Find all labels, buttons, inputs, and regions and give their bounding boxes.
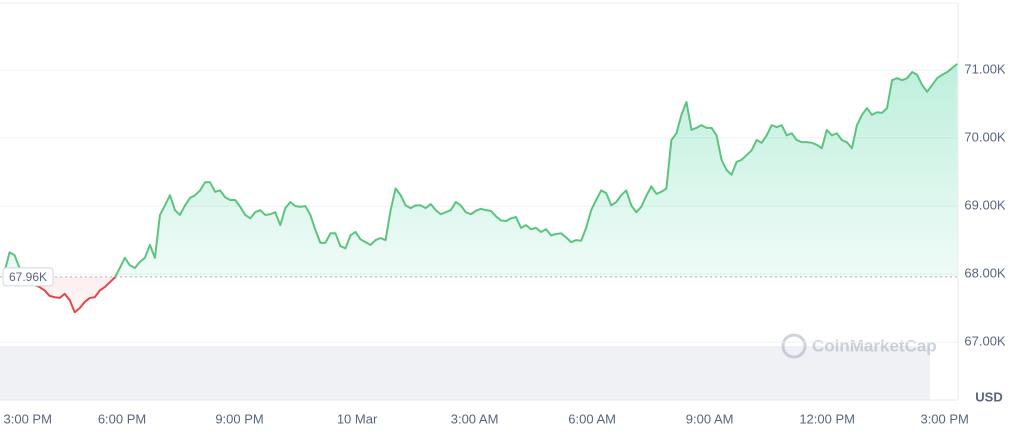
y-tick-label: 68.00K — [964, 266, 1006, 281]
area-up — [4, 63, 958, 277]
x-tick-label: 10 Mar — [337, 411, 378, 426]
price-line-up — [3, 63, 958, 277]
x-tick-label: 9:00 PM — [215, 411, 263, 426]
y-tick-label: 67.00K — [964, 334, 1006, 349]
currency-label: USD — [975, 389, 1002, 404]
watermark: CoinMarketCap — [781, 333, 937, 359]
y-tick-label: 70.00K — [964, 129, 1006, 144]
x-tick-label: 3:00 PM — [920, 411, 968, 426]
y-tick-label: 69.00K — [964, 198, 1006, 213]
x-tick-label: 3:00 AM — [451, 411, 499, 426]
volume-band — [0, 346, 930, 400]
x-tick-label: 6:00 AM — [568, 411, 616, 426]
x-tick-label: 6:00 PM — [98, 411, 146, 426]
y-tick-label: 71.00K — [964, 61, 1006, 76]
watermark-text: CoinMarketCap — [812, 336, 937, 355]
x-tick-label: 12:00 PM — [799, 411, 855, 426]
baseline-label: 67.96K — [9, 270, 47, 284]
baseline-label-box — [2, 267, 54, 287]
watermark-logo — [781, 333, 807, 359]
x-tick-label: 9:00 AM — [686, 411, 734, 426]
area-down — [4, 276, 958, 313]
x-tick-label: 3:00 PM — [4, 411, 52, 426]
